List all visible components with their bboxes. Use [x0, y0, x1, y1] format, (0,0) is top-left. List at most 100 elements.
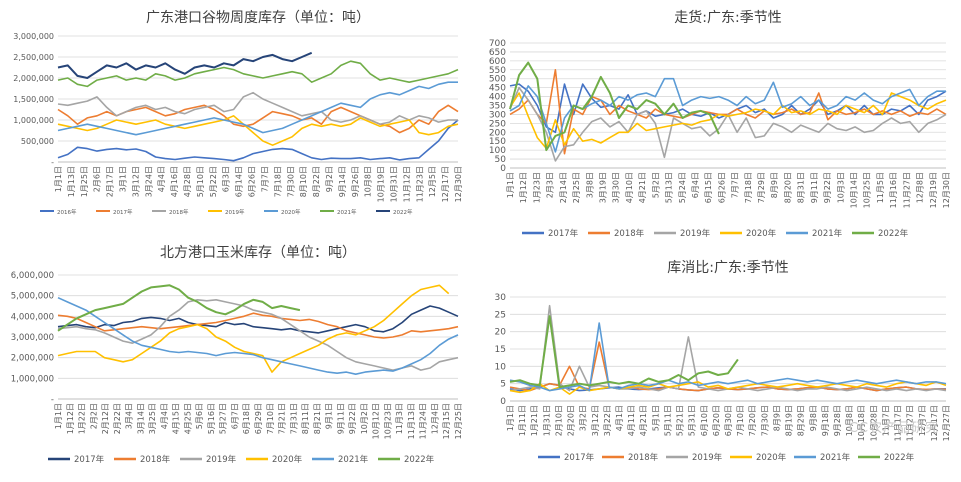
x-tick-label: 3月2日	[579, 405, 588, 431]
legend-item: 2022年	[376, 208, 413, 216]
y-tick-label: 4,000,000	[11, 312, 54, 322]
legend-item: 2019年	[654, 228, 711, 239]
y-tick-label: 250	[489, 119, 506, 129]
legend-item: 2021年	[320, 208, 357, 216]
x-tick-label: 6月10日	[700, 405, 709, 436]
chart-svg: 库消比:广东:季节性 0 5 10 15 20 25 30 1月1日 1月11日 1月21日 1月31…	[495, 260, 951, 463]
series-line-2016年	[57, 119, 459, 162]
y-tick-label: 450	[489, 84, 506, 94]
legend-label: 2019年	[692, 452, 723, 463]
x-tick-label: 7月7日	[260, 166, 269, 192]
legend-label: 2020年	[756, 452, 787, 463]
x-tick-label: 4月10日	[625, 172, 634, 203]
x-tick-label: 8月31日	[797, 172, 806, 203]
legend-label: 2021年	[337, 208, 357, 216]
x-tick-label: 12月17日	[930, 405, 939, 441]
legend-item: 2017年	[538, 452, 595, 463]
x-tick-label: 3月1日	[119, 166, 128, 192]
x-tick-label: 4月21日	[638, 172, 647, 203]
series-line-2021年	[509, 322, 947, 392]
x-tick-label: 11月3日	[395, 403, 404, 434]
legend-item: 2017年	[96, 208, 133, 216]
x-tick-label: 12月30日	[942, 172, 951, 208]
legend-item: 2020年	[730, 452, 787, 463]
legend-label: 2020年	[281, 208, 301, 216]
x-tick-label: 1月1日	[54, 403, 63, 429]
x-tick-label: 1月1日	[506, 405, 515, 431]
x-tick-label: 5月10日	[196, 166, 205, 197]
x-tick-label: 11月5日	[876, 172, 885, 203]
legend-item: 2019年	[180, 454, 237, 465]
legend-label: 2022年	[878, 228, 909, 239]
x-tick-label: 10月31日	[389, 166, 398, 202]
y-tick-label: 10	[495, 362, 507, 372]
x-tick-label: 8月9日	[770, 172, 779, 198]
legend-item: 2018年	[152, 208, 189, 216]
series-line-2019年	[57, 115, 459, 146]
x-tick-label: 9月22日	[348, 403, 357, 434]
watermark-label: CC农产品研究	[848, 421, 939, 436]
legend-label: 2019年	[225, 208, 245, 216]
legend-item: 2016年	[40, 208, 77, 216]
chart-svg: 走货:广东:季节性0501001502002503003504004505005…	[489, 9, 951, 239]
chart-title: 广东港口谷物周度库存（单位：吨）	[146, 10, 370, 26]
x-tick-label: 5月13日	[665, 172, 674, 203]
x-tick-label: 8月19日	[785, 405, 794, 436]
legend-label: 2021年	[820, 452, 851, 463]
x-tick-label: 6月29日	[254, 403, 263, 434]
x-tick-label: 12月19日	[929, 172, 938, 208]
y-tick-label: 5,000,000	[11, 292, 54, 302]
x-tick-label: 7月31日	[289, 403, 298, 434]
x-tick-label: 9月14日	[338, 166, 347, 197]
x-tick-label: 2月17日	[106, 166, 115, 197]
x-tick-label: 1月11日	[518, 405, 527, 436]
x-tick-label: 11月27日	[906, 405, 915, 441]
x-tick-label: 9月26日	[351, 166, 360, 197]
x-tick-label: 4月11日	[627, 405, 636, 436]
x-tick-label: 5月11日	[663, 405, 672, 436]
x-tick-label: 9月8日	[809, 405, 818, 431]
x-tick-label: 2月25日	[572, 172, 581, 203]
y-tick-label: 5	[500, 380, 506, 390]
chart-guangdong-shipments-seasonal: 走货:广东:季节性 0 50 100 150 200 250 300 350 400 450 500 5…	[480, 0, 961, 239]
series-line-2022年	[509, 61, 720, 152]
x-tick-label: 12月5日	[428, 166, 437, 197]
y-tick-label: 6,000,000	[11, 271, 54, 281]
x-tick-label: 3月30日	[612, 172, 621, 203]
x-tick-label: 3月12日	[591, 405, 600, 436]
x-tick-label: 9月1日	[325, 403, 334, 429]
legend-label: 2018年	[169, 208, 189, 216]
x-tick-label: 9月11日	[336, 403, 345, 434]
x-tick-label: 6月26日	[717, 172, 726, 203]
x-tick-label: 6月3日	[222, 166, 231, 192]
x-tick-label: 10月18日	[857, 405, 866, 441]
y-tick-label: 3,000,000	[11, 333, 54, 343]
y-tick-label: -	[51, 395, 54, 405]
x-tick-label: 10月28日	[869, 405, 878, 441]
y-tick-label: 550	[489, 66, 506, 76]
x-tick-label: 2月2日	[89, 403, 98, 429]
y-tick-label: 350	[489, 102, 506, 112]
x-tick-label: 7月20日	[748, 405, 757, 436]
x-tick-label: 5月22日	[209, 166, 218, 197]
legend-item: 2018年	[114, 454, 171, 465]
x-tick-label: 11月16日	[889, 172, 898, 208]
y-tick-label: 700	[489, 39, 506, 49]
y-tick-label: 2,500,000	[13, 53, 54, 62]
x-tick-label: 2月20日	[567, 405, 576, 436]
y-tick-label: 600	[489, 57, 506, 67]
x-tick-label: 1月1日	[54, 166, 63, 192]
x-tick-label: 7月18日	[744, 172, 753, 203]
x-tick-label: 8月21日	[313, 403, 322, 434]
x-tick-label: 5月1日	[651, 405, 660, 431]
x-tick-label: 3月25日	[148, 403, 157, 434]
legend-label: 2017年	[74, 454, 105, 465]
y-tick-label: 650	[489, 48, 506, 58]
legend-item: 2021年	[786, 228, 843, 239]
x-tick-label: 3月24日	[144, 166, 153, 197]
legend-label: 2017年	[548, 228, 579, 239]
legend-label: 2022年	[393, 208, 413, 216]
x-tick-label: 7月21日	[278, 403, 287, 434]
series-line-2020年	[509, 92, 947, 150]
x-tick-label: 9月28日	[833, 405, 842, 436]
